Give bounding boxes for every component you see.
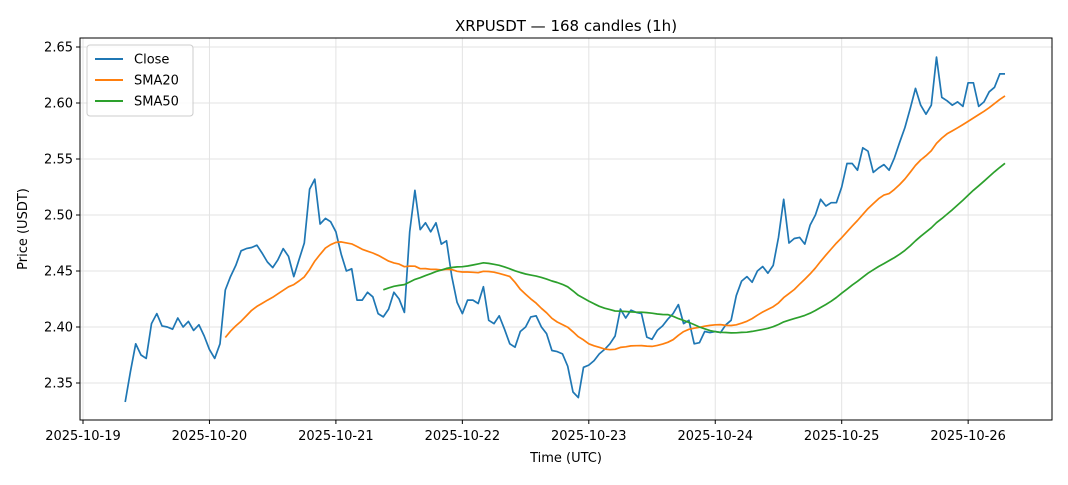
y-tick-label: 2.50 (44, 209, 73, 224)
x-tick-label: 2025-10-23 (551, 429, 627, 444)
grid (80, 38, 1052, 420)
legend-label: Close (134, 53, 169, 68)
x-tick-label: 2025-10-24 (677, 429, 753, 444)
x-tick-label: 2025-10-21 (298, 429, 374, 444)
x-tick-label: 2025-10-22 (425, 429, 501, 444)
y-tick-label: 2.35 (44, 377, 73, 392)
y-axis-label: Price (USDT) (16, 188, 31, 270)
series-line-sma50 (383, 162, 1006, 334)
y-tick-label: 2.60 (44, 97, 73, 112)
y-tick-label: 2.55 (44, 153, 73, 168)
y-tick-label: 2.65 (44, 41, 73, 56)
x-axis-ticks: 2025-10-19 2025-10-20 2025-10-21 2025-10-22… (45, 420, 1006, 444)
x-axis-label: Time (UTC) (529, 451, 602, 466)
legend: Close SMA20 SMA50 (86, 44, 194, 117)
x-tick-label: 2025-10-26 (930, 429, 1006, 444)
series-line-close (124, 56, 1005, 403)
series-line-sma20 (224, 95, 1006, 351)
y-axis-ticks: 2.35 2.40 2.45 2.50 2.55 2.60 2.65 (44, 41, 80, 392)
x-tick-label: 2025-10-25 (804, 429, 880, 444)
y-tick-label: 2.45 (44, 265, 73, 280)
series-lines (124, 56, 1006, 403)
plot-frame (79, 37, 1053, 421)
legend-label: SMA50 (134, 95, 179, 110)
x-tick-label: 2025-10-19 (45, 429, 121, 444)
legend-box (86, 44, 194, 117)
legend-label: SMA20 (134, 74, 179, 89)
chart-title: XRPUSDT — 168 candles (1h) (455, 17, 677, 35)
y-tick-label: 2.40 (44, 321, 73, 336)
x-tick-label: 2025-10-20 (172, 429, 248, 444)
